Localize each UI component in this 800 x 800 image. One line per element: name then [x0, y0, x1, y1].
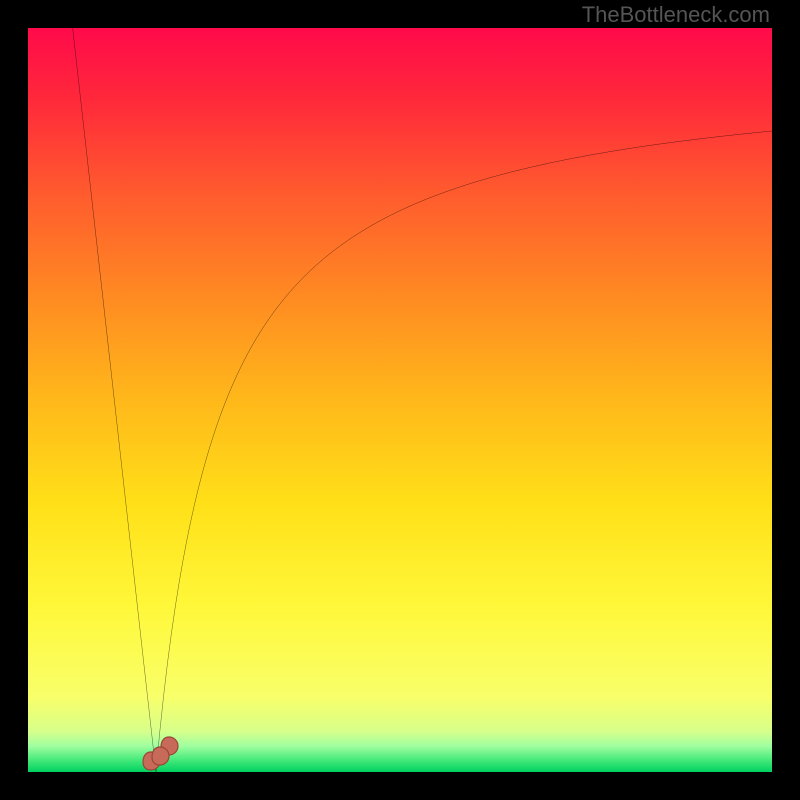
- curve-left-branch: [73, 28, 156, 772]
- data-point-marker: [148, 744, 172, 768]
- watermark: TheBottleneck.com: [582, 2, 770, 28]
- chart-container: TheBottleneck.com: [0, 0, 800, 800]
- curve-layer: [28, 28, 772, 772]
- curve-right-branch: [156, 131, 772, 772]
- plot-area: [28, 28, 772, 772]
